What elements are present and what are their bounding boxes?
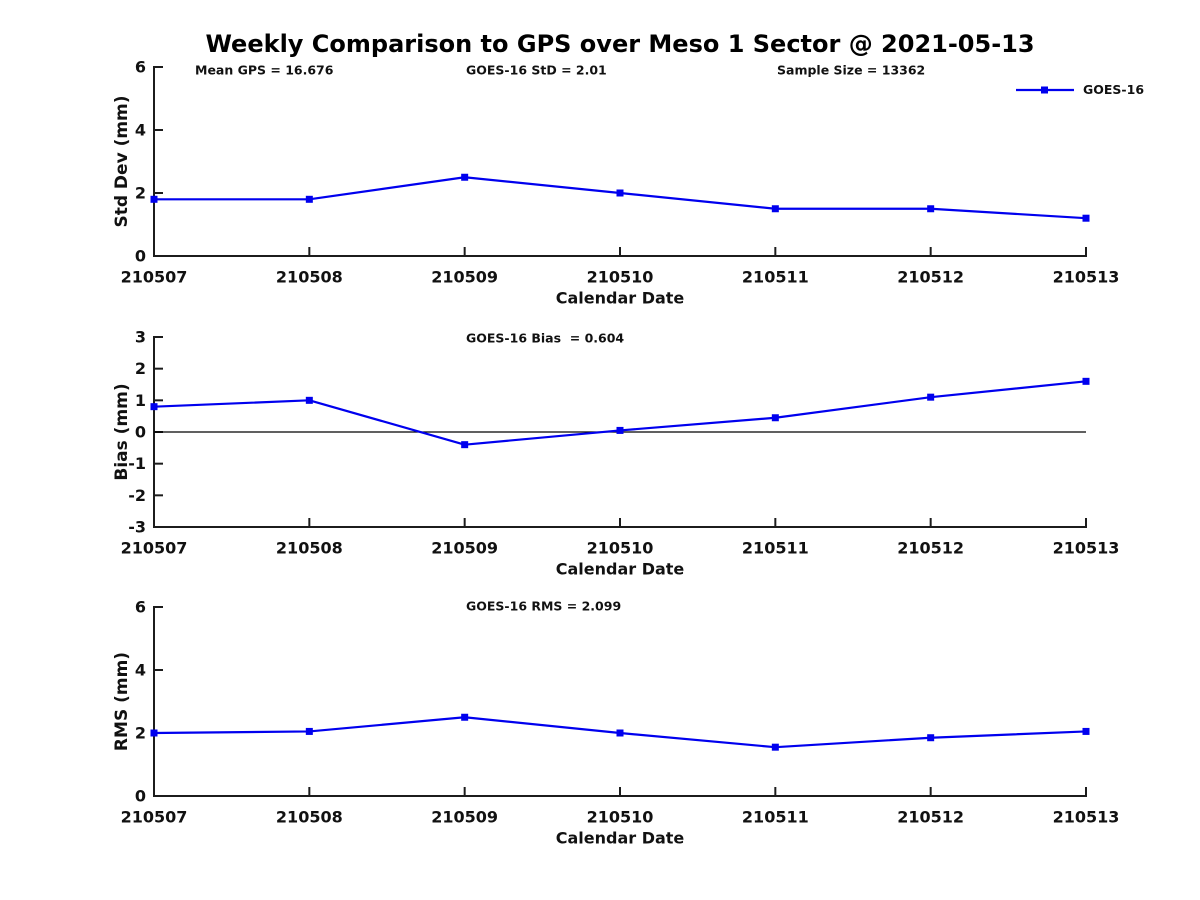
y-axis-title: RMS (mm) [112, 652, 132, 751]
stat-annotation: GOES-16 RMS = 2.099 [466, 599, 621, 614]
x-tick-label: 210510 [587, 539, 654, 558]
x-tick-label: 210508 [276, 268, 343, 287]
data-point-marker [150, 195, 158, 203]
x-tick-label: 210512 [897, 268, 964, 287]
x-tick-label: 210509 [431, 808, 498, 827]
legend-label: GOES-16 [1083, 82, 1145, 97]
legend: GOES-16 [1016, 82, 1144, 97]
data-point-marker [927, 734, 935, 742]
x-tick-label: 210513 [1053, 268, 1120, 287]
x-tick-label: 210511 [742, 539, 809, 558]
data-point-marker [150, 403, 158, 411]
data-point-marker [1082, 214, 1090, 222]
x-axis-title: Calendar Date [556, 289, 685, 308]
y-tick-label: 2 [135, 359, 146, 378]
subplot-bias: -3 -2 -1 0 1 2 3 210507 210508 210509 210510 210511… [112, 328, 1119, 579]
data-point-marker [461, 713, 469, 721]
y-tick-label: 0 [135, 423, 146, 442]
data-point-marker [150, 729, 158, 737]
data-point-marker [461, 173, 469, 181]
x-tick-label: 210507 [121, 268, 188, 287]
data-point-marker [771, 205, 779, 213]
y-tick-label: 3 [135, 328, 146, 347]
y-tick-label: 1 [135, 391, 146, 410]
y-tick-label: 4 [135, 661, 146, 680]
x-tick-label: 210512 [897, 808, 964, 827]
data-line-goes-16 [154, 176, 1087, 220]
x-axis-title: Calendar Date [556, 560, 685, 579]
y-tick-label: 0 [135, 247, 146, 266]
data-point-marker [305, 396, 313, 404]
data-point-marker [616, 729, 624, 737]
y-tick-label: 0 [135, 787, 146, 806]
subplot-rms: 0 2 4 6 210507 210508 210509 210510 210511 210512… [112, 598, 1119, 848]
data-point-marker [927, 393, 935, 401]
y-tick-label: 6 [135, 598, 146, 617]
x-tick-label: 210511 [742, 268, 809, 287]
x-tick-label: 210510 [587, 808, 654, 827]
stat-annotation: GOES-16 StD = 2.01 [466, 63, 607, 78]
x-tick-label: 210508 [276, 808, 343, 827]
x-tick-label: 210510 [587, 268, 654, 287]
data-point-marker [771, 743, 779, 751]
data-point-marker [461, 441, 469, 449]
subplot-std-dev: 0 2 4 6 210507 210508 210509 210510 210511 210512… [112, 58, 1119, 308]
figure-title: Weekly Comparison to GPS over Meso 1 Sec… [205, 30, 1035, 58]
data-point-marker [305, 727, 313, 735]
legend-line-marker-icon [1016, 86, 1074, 93]
legend-marker [1041, 86, 1048, 93]
x-tick-label: 210513 [1053, 808, 1120, 827]
y-tick-label: -3 [128, 518, 146, 537]
data-point-marker [616, 189, 624, 197]
x-tick-label: 210511 [742, 808, 809, 827]
data-line-goes-16 [153, 380, 1087, 446]
data-point-marker [927, 205, 935, 213]
data-point-marker [616, 426, 624, 434]
y-tick-label: 2 [135, 184, 146, 203]
y-tick-label: 6 [135, 58, 146, 77]
y-tick-label: -2 [128, 486, 146, 505]
data-point-marker [771, 414, 779, 422]
x-axis-title: Calendar Date [556, 829, 685, 848]
data-point-marker [1082, 377, 1090, 385]
x-tick-label: 210509 [431, 539, 498, 558]
y-tick-label: 4 [135, 121, 146, 140]
stat-annotation: Mean GPS = 16.676 [195, 63, 334, 78]
y-tick-label: -1 [128, 454, 146, 473]
y-tick-label: 2 [135, 724, 146, 743]
x-tick-label: 210507 [121, 539, 188, 558]
x-tick-label: 210508 [276, 539, 343, 558]
y-axis-title: Bias (mm) [112, 383, 132, 480]
x-tick-label: 210513 [1053, 539, 1120, 558]
x-tick-label: 210507 [121, 808, 188, 827]
y-axis-title: Std Dev (mm) [112, 95, 132, 227]
x-tick-label: 210512 [897, 539, 964, 558]
stat-annotation: GOES-16 Bias = 0.604 [466, 331, 624, 346]
stat-annotation: Sample Size = 13362 [777, 63, 925, 78]
x-tick-label: 210509 [431, 268, 498, 287]
data-point-marker [1082, 727, 1090, 735]
data-point-marker [305, 195, 313, 203]
